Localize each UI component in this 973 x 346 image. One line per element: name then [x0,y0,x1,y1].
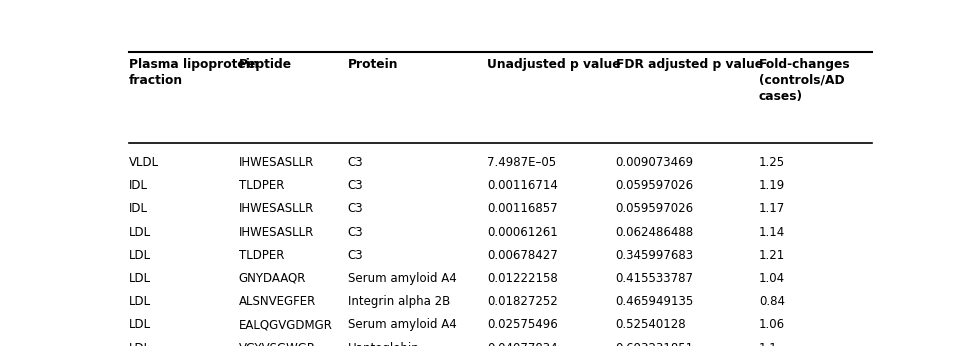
Text: Protein: Protein [348,57,398,71]
Text: ALSNVEGFER: ALSNVEGFER [238,295,316,308]
Text: Fold-changes
(controls/AD
cases): Fold-changes (controls/AD cases) [759,57,850,102]
Text: IHWESASLLR: IHWESASLLR [238,156,313,169]
Text: C3: C3 [348,202,364,216]
Text: 7.4987E–05: 7.4987E–05 [487,156,557,169]
Text: Unadjusted p value: Unadjusted p value [487,57,621,71]
Text: 0.84: 0.84 [759,295,785,308]
Text: Integrin alpha 2B: Integrin alpha 2B [348,295,450,308]
Text: LDL: LDL [129,249,151,262]
Text: EALQGVGDMGR: EALQGVGDMGR [238,318,333,331]
Text: 1.17: 1.17 [759,202,785,216]
Text: Haptoglobin: Haptoglobin [348,342,419,346]
Text: 0.059597026: 0.059597026 [616,202,694,216]
Text: IDL: IDL [129,179,148,192]
Text: Peptide: Peptide [238,57,292,71]
Text: 0.00678427: 0.00678427 [487,249,559,262]
Text: IHWESASLLR: IHWESASLLR [238,226,313,239]
Text: 0.059597026: 0.059597026 [616,179,694,192]
Text: LDL: LDL [129,295,151,308]
Text: 0.345997683: 0.345997683 [616,249,694,262]
Text: 0.01222158: 0.01222158 [487,272,559,285]
Text: 1.1: 1.1 [759,342,777,346]
Text: TLDPER: TLDPER [238,249,284,262]
Text: 0.009073469: 0.009073469 [616,156,694,169]
Text: LDL: LDL [129,226,151,239]
Text: 0.52540128: 0.52540128 [616,318,686,331]
Text: 0.00116857: 0.00116857 [487,202,558,216]
Text: C3: C3 [348,156,364,169]
Text: Serum amyloid A4: Serum amyloid A4 [348,272,456,285]
Text: 1.25: 1.25 [759,156,785,169]
Text: IDL: IDL [129,202,148,216]
Text: TLDPER: TLDPER [238,179,284,192]
Text: 0.01827252: 0.01827252 [487,295,559,308]
Text: 1.19: 1.19 [759,179,785,192]
Text: VLDL: VLDL [129,156,160,169]
Text: 0.00061261: 0.00061261 [487,226,559,239]
Text: 0.02575496: 0.02575496 [487,318,559,331]
Text: IHWESASLLR: IHWESASLLR [238,202,313,216]
Text: C3: C3 [348,249,364,262]
Text: Serum amyloid A4: Serum amyloid A4 [348,318,456,331]
Text: 0.04077834: 0.04077834 [487,342,558,346]
Text: 0.00116714: 0.00116714 [487,179,559,192]
Text: LDL: LDL [129,272,151,285]
Text: GNYDAAQR: GNYDAAQR [238,272,306,285]
Text: 1.14: 1.14 [759,226,785,239]
Text: 0.465949135: 0.465949135 [616,295,694,308]
Text: LDL: LDL [129,318,151,331]
Text: VGYVSGWGR: VGYVSGWGR [238,342,315,346]
Text: Plasma lipoprotein
fraction: Plasma lipoprotein fraction [129,57,259,86]
Text: C3: C3 [348,226,364,239]
Text: 1.04: 1.04 [759,272,785,285]
Text: 0.415533787: 0.415533787 [616,272,694,285]
Text: 0.693231851: 0.693231851 [616,342,694,346]
Text: 1.06: 1.06 [759,318,785,331]
Text: 0.062486488: 0.062486488 [616,226,694,239]
Text: LDL: LDL [129,342,151,346]
Text: FDR adjusted p value: FDR adjusted p value [616,57,763,71]
Text: C3: C3 [348,179,364,192]
Text: 1.21: 1.21 [759,249,785,262]
